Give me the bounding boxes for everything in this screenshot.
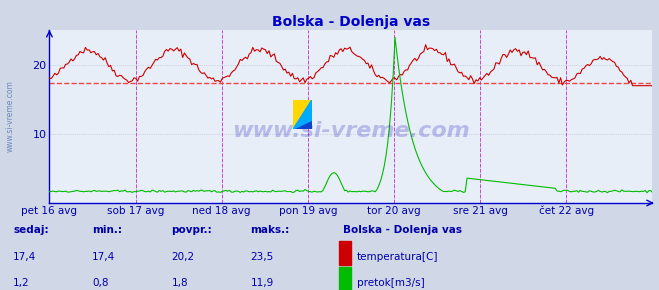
Text: min.:: min.: <box>92 225 123 235</box>
Text: 17,4: 17,4 <box>13 252 36 262</box>
Text: 1,8: 1,8 <box>171 278 188 288</box>
Text: 17,4: 17,4 <box>92 252 115 262</box>
Text: 20,2: 20,2 <box>171 252 194 262</box>
Title: Bolska - Dolenja vas: Bolska - Dolenja vas <box>272 15 430 29</box>
Text: 0,8: 0,8 <box>92 278 109 288</box>
Text: www.si-vreme.com: www.si-vreme.com <box>232 121 470 141</box>
Text: sedaj:: sedaj: <box>13 225 49 235</box>
Text: www.si-vreme.com: www.si-vreme.com <box>5 80 14 152</box>
Text: 1,2: 1,2 <box>13 278 30 288</box>
Text: 11,9: 11,9 <box>250 278 273 288</box>
Text: maks.:: maks.: <box>250 225 290 235</box>
Polygon shape <box>293 100 312 129</box>
Bar <box>339 267 351 290</box>
Polygon shape <box>293 100 312 129</box>
Bar <box>339 241 351 264</box>
Text: povpr.:: povpr.: <box>171 225 212 235</box>
Polygon shape <box>293 100 312 129</box>
Text: Bolska - Dolenja vas: Bolska - Dolenja vas <box>343 225 462 235</box>
Text: pretok[m3/s]: pretok[m3/s] <box>357 278 425 288</box>
Text: temperatura[C]: temperatura[C] <box>357 252 439 262</box>
Text: 23,5: 23,5 <box>250 252 273 262</box>
